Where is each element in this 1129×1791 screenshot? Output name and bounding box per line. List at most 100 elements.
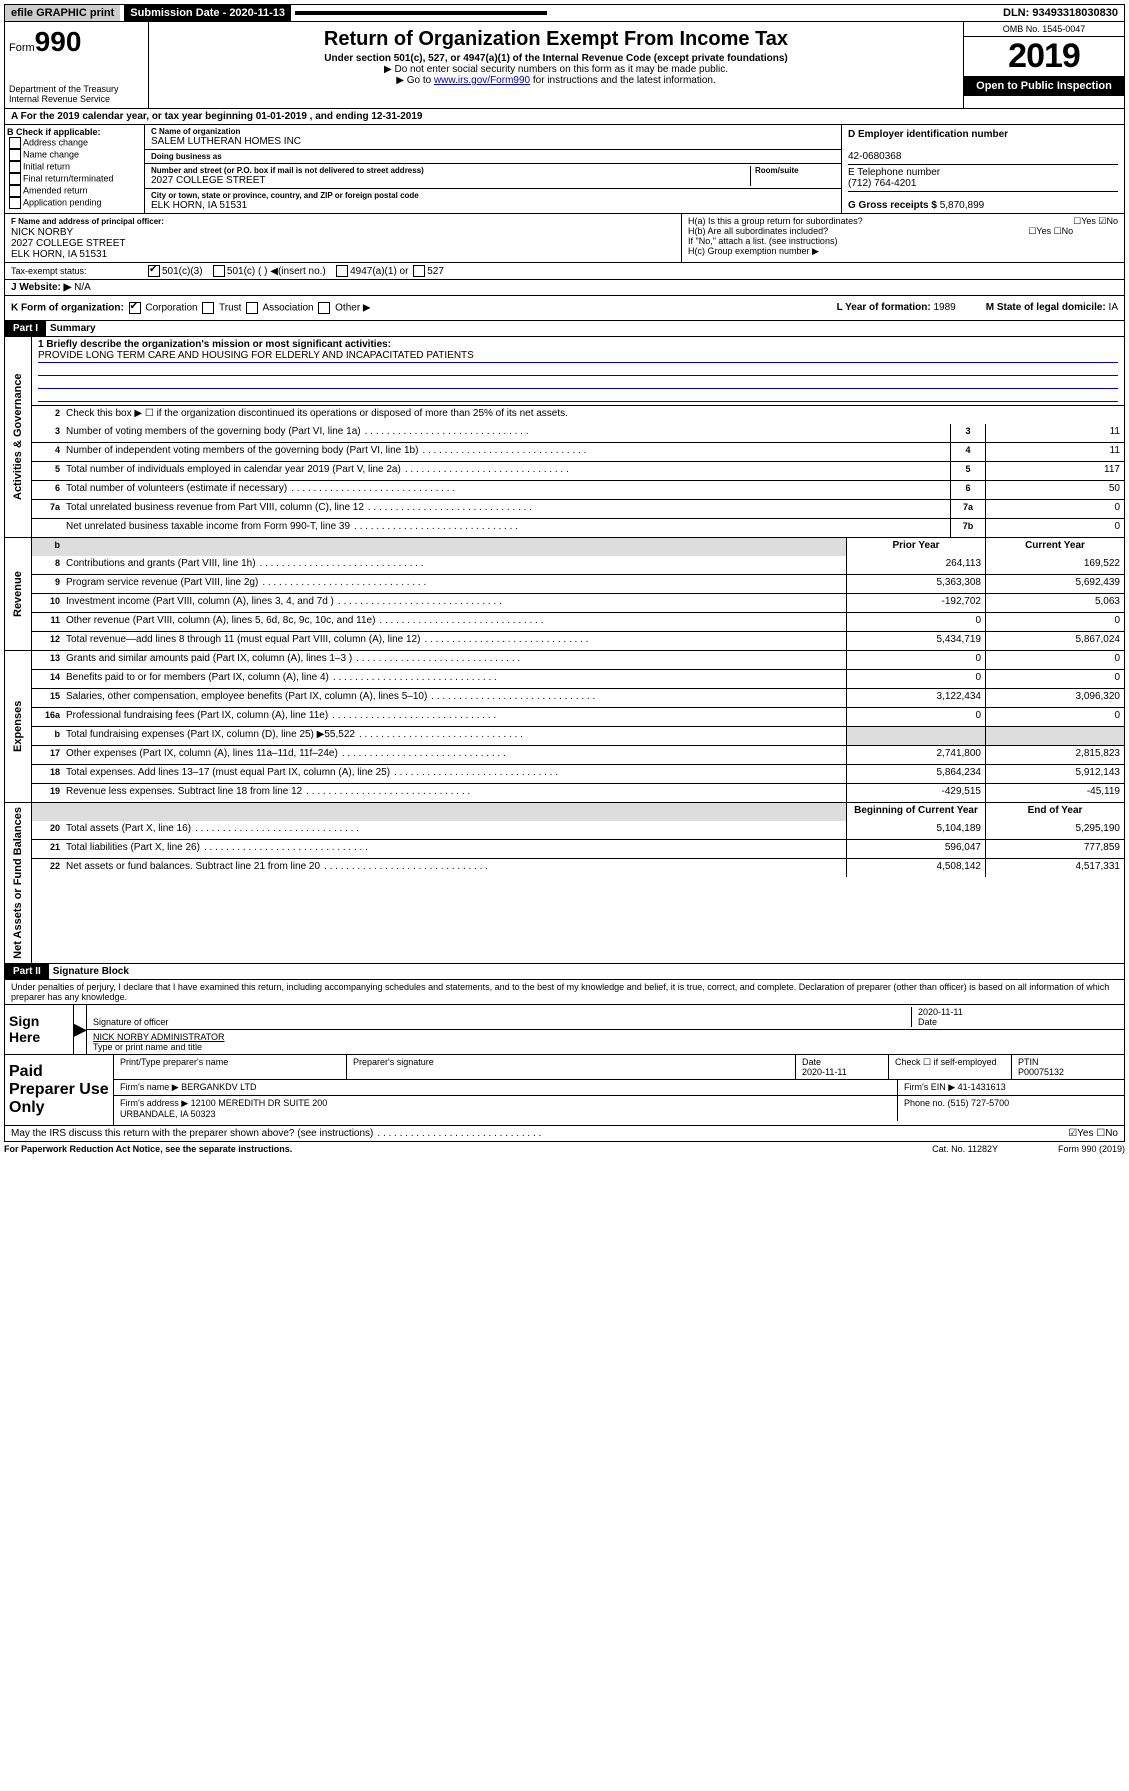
chk-address[interactable]: Address change xyxy=(7,137,142,149)
sig-officer-label: Signature of officer xyxy=(93,1017,168,1027)
chk-527[interactable] xyxy=(413,265,425,277)
sign-here-label: Sign Here xyxy=(5,1005,74,1054)
pra-notice: For Paperwork Reduction Act Notice, see … xyxy=(4,1144,292,1154)
chk-assoc[interactable] xyxy=(246,302,258,314)
table-row: bTotal fundraising expenses (Part IX, co… xyxy=(32,726,1124,745)
open-public: Open to Public Inspection xyxy=(964,76,1124,96)
tax-status-row: Tax-exempt status: 501(c)(3) 501(c) ( ) … xyxy=(4,263,1125,280)
chk-pending[interactable]: Application pending xyxy=(7,197,142,209)
note-ssn: ▶ Do not enter social security numbers o… xyxy=(153,64,959,75)
table-row: 3Number of voting members of the governi… xyxy=(32,424,1124,442)
table-row: 5Total number of individuals employed in… xyxy=(32,461,1124,480)
h-c: H(c) Group exemption number ▶ xyxy=(688,246,1118,257)
blank-bar xyxy=(295,11,547,15)
year-formation: 1989 xyxy=(933,302,955,313)
paid-label: Paid Preparer Use Only xyxy=(5,1055,113,1125)
form-subtitle: Under section 501(c), 527, or 4947(a)(1)… xyxy=(153,53,959,64)
footer: For Paperwork Reduction Act Notice, see … xyxy=(4,1142,1125,1156)
phone-label: E Telephone number xyxy=(848,167,940,178)
discuss-answer[interactable]: ☑Yes ☐No xyxy=(1068,1128,1118,1139)
form-header: Form990 Department of the Treasury Inter… xyxy=(4,22,1125,109)
chk-501c3[interactable] xyxy=(148,265,160,277)
hdr-prior: Prior Year xyxy=(846,538,985,556)
chk-final[interactable]: Final return/terminated xyxy=(7,173,142,185)
table-row: 21Total liabilities (Part X, line 26)596… xyxy=(32,839,1124,858)
h-note: If "No," attach a list. (see instruction… xyxy=(688,236,1118,246)
irs-link[interactable]: www.irs.gov/Form990 xyxy=(434,75,530,86)
gross-receipts: 5,870,899 xyxy=(940,200,985,211)
tax-status-label: Tax-exempt status: xyxy=(11,266,146,276)
org-city: ELK HORN, IA 51531 xyxy=(151,200,835,211)
officer-name-title: NICK NORBY ADMINISTRATOR xyxy=(93,1032,225,1042)
tax-year: 2019 xyxy=(964,37,1124,76)
chk-initial[interactable]: Initial return xyxy=(7,161,142,173)
table-row: 6Total number of volunteers (estimate if… xyxy=(32,480,1124,499)
chk-4947[interactable] xyxy=(336,265,348,277)
table-row: 4Number of independent voting members of… xyxy=(32,442,1124,461)
entity-block: B Check if applicable: Address change Na… xyxy=(4,125,1125,214)
governance-section: Activities & Governance 1 Briefly descri… xyxy=(4,337,1125,538)
table-row: 9Program service revenue (Part VIII, lin… xyxy=(32,574,1124,593)
paid-preparer-section: Paid Preparer Use Only Print/Type prepar… xyxy=(4,1055,1125,1126)
efile-link[interactable]: efile GRAPHIC print xyxy=(5,5,120,21)
table-row: 16aProfessional fundraising fees (Part I… xyxy=(32,707,1124,726)
h-a-answer: ☐Yes ☑No xyxy=(1073,216,1118,227)
revenue-section: Revenue bPrior YearCurrent Year 8Contrib… xyxy=(4,538,1125,651)
dba-label: Doing business as xyxy=(151,152,835,161)
sign-arrow-icon: ▶ xyxy=(74,1005,87,1054)
chk-name[interactable]: Name change xyxy=(7,149,142,161)
check-self[interactable]: Check ☐ if self-employed xyxy=(889,1055,1012,1079)
tax-year-line: A For the 2019 calendar year, or tax yea… xyxy=(4,109,1125,125)
table-row: 14Benefits paid to or for members (Part … xyxy=(32,669,1124,688)
table-row: 15Salaries, other compensation, employee… xyxy=(32,688,1124,707)
table-row: 7aTotal unrelated business revenue from … xyxy=(32,499,1124,518)
firm-phone: (515) 727-5700 xyxy=(948,1098,1010,1108)
perjury-text: Under penalties of perjury, I declare th… xyxy=(4,980,1125,1005)
table-row: Net unrelated business taxable income fr… xyxy=(32,518,1124,537)
firm-ein: 41-1431613 xyxy=(958,1082,1006,1092)
website-val: N/A xyxy=(74,282,91,293)
omb-number: OMB No. 1545-0047 xyxy=(964,22,1124,37)
expenses-section: Expenses 13Grants and similar amounts pa… xyxy=(4,651,1125,803)
topbar: efile GRAPHIC print Submission Date - 20… xyxy=(4,4,1125,22)
mission-label: 1 Briefly describe the organization's mi… xyxy=(38,339,391,350)
officer-row: F Name and address of principal officer:… xyxy=(4,214,1125,263)
sig-date: 2020-11-11 xyxy=(918,1007,963,1017)
table-row: 11Other revenue (Part VIII, column (A), … xyxy=(32,612,1124,631)
submission-date: Submission Date - 2020-11-13 xyxy=(124,5,291,21)
city-label: City or town, state or province, country… xyxy=(151,191,835,200)
prep-name-h: Print/Type preparer's name xyxy=(114,1055,347,1079)
prep-date: 2020-11-11 xyxy=(802,1067,847,1077)
part1-header: Part I Summary xyxy=(4,321,1125,337)
room-label: Room/suite xyxy=(755,166,835,175)
ein-label: D Employer identification number xyxy=(848,129,1008,140)
table-row: 19Revenue less expenses. Subtract line 1… xyxy=(32,783,1124,802)
org-name-label: C Name of organization xyxy=(151,127,835,136)
chk-trust[interactable] xyxy=(202,302,214,314)
table-row: 12Total revenue—add lines 8 through 11 (… xyxy=(32,631,1124,650)
chk-amended[interactable]: Amended return xyxy=(7,185,142,197)
firm-name: BERGANKDV LTD xyxy=(181,1082,256,1092)
hdr-end: End of Year xyxy=(985,803,1124,821)
ein: 42-0680368 xyxy=(848,151,901,162)
form-number: 990 xyxy=(35,26,82,57)
sig-date-label: Date xyxy=(918,1017,937,1027)
prep-sig-h: Preparer's signature xyxy=(347,1055,796,1079)
chk-corp[interactable] xyxy=(129,302,141,314)
officer-name: NICK NORBY 2027 COLLEGE STREET ELK HORN,… xyxy=(11,227,126,260)
part2-header: Part II Signature Block xyxy=(4,964,1125,980)
phone: (712) 764-4201 xyxy=(848,178,916,189)
k-row: K Form of organization: Corporation Trus… xyxy=(4,296,1125,321)
note-goto: ▶ Go to www.irs.gov/Form990 for instruct… xyxy=(153,75,959,86)
chk-501c[interactable] xyxy=(213,265,225,277)
table-row: 8Contributions and grants (Part VIII, li… xyxy=(32,556,1124,574)
h-b: H(b) Are all subordinates included? xyxy=(688,226,828,236)
table-row: 22Net assets or fund balances. Subtract … xyxy=(32,858,1124,877)
vtab-governance: Activities & Governance xyxy=(5,337,32,537)
form-word: Form xyxy=(9,42,35,54)
line2: Check this box ▶ ☐ if the organization d… xyxy=(64,406,1124,424)
chk-other[interactable] xyxy=(318,302,330,314)
dln: DLN: 93493318030830 xyxy=(997,5,1124,21)
table-row: 17Other expenses (Part IX, column (A), l… xyxy=(32,745,1124,764)
vtab-netassets: Net Assets or Fund Balances xyxy=(5,803,32,963)
